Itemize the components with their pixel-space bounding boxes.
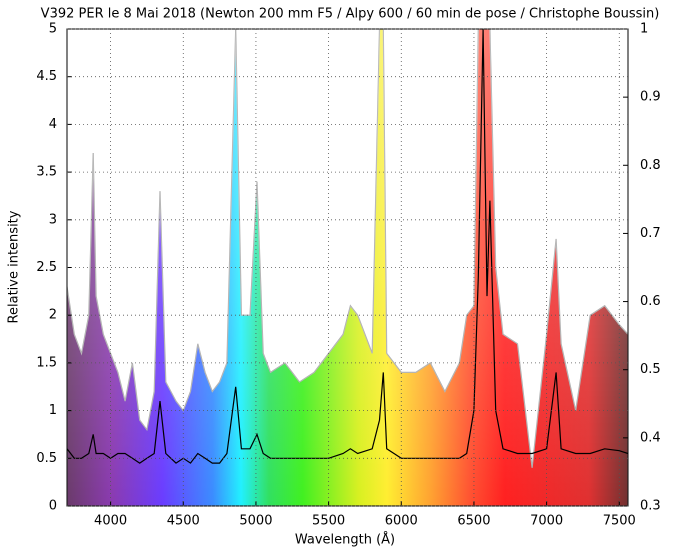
spectrum-line: [67, 29, 628, 464]
y-tick-label: 3: [49, 212, 57, 227]
y-tick-label: 3.5: [36, 165, 57, 180]
y-tick-label: 1: [49, 403, 57, 418]
x-tick-label: 6500: [457, 514, 490, 529]
x-tick-label: 4000: [94, 514, 127, 529]
y2-tick-label: 0.6: [640, 294, 661, 309]
x-tick-label: 5500: [312, 514, 345, 529]
y-tick-label: 4.5: [36, 69, 57, 84]
y2-tick-label: 0.5: [640, 362, 661, 377]
chart-title: V392 PER le 8 Mai 2018 (Newton 200 mm F5…: [41, 7, 660, 22]
x-axis-label: Wavelength (Å): [295, 532, 395, 548]
y2-tick-label: 0.3: [640, 499, 661, 514]
plot-area: [67, 29, 628, 506]
x-tick-label: 5000: [239, 514, 272, 529]
y2-tick-label: 0.8: [640, 158, 661, 173]
y-tick-label: 4: [49, 117, 57, 132]
area-shade: [67, 29, 628, 506]
y-axis-label: Relative intensity: [7, 210, 22, 323]
y-tick-label: 2.5: [36, 260, 57, 275]
y2-tick-label: 0.4: [640, 430, 661, 445]
y-tick-label: 0: [49, 499, 57, 514]
x-tick-label: 4500: [167, 514, 200, 529]
y-tick-label: 0.5: [36, 451, 57, 466]
x-tick-label: 7500: [603, 514, 636, 529]
y-tick-label: 2: [49, 308, 57, 323]
y2-tick-label: 0.9: [640, 90, 661, 105]
x-tick-label: 7000: [530, 514, 563, 529]
y-tick-label: 1.5: [36, 355, 57, 370]
y2-tick-label: 0.7: [640, 226, 661, 241]
x-tick-label: 6000: [385, 514, 418, 529]
y2-tick-label: 1: [640, 22, 648, 37]
y-tick-label: 5: [49, 22, 57, 37]
